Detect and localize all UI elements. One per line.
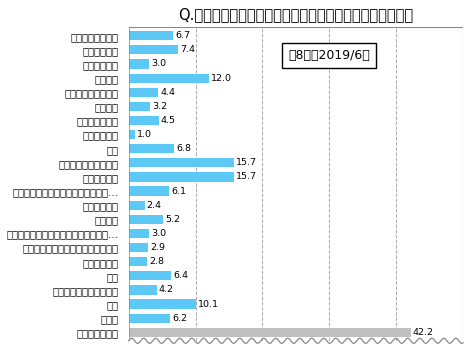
Bar (129, 31, 173, 40)
Text: 6.1: 6.1 (172, 187, 187, 196)
Bar (129, 201, 145, 210)
Text: 7.4: 7.4 (180, 46, 195, 54)
Bar (129, 215, 164, 224)
Bar (129, 328, 411, 337)
Text: 2.8: 2.8 (149, 257, 164, 266)
Text: 1.0: 1.0 (137, 130, 152, 139)
Bar (129, 300, 196, 309)
Text: 3.0: 3.0 (151, 60, 166, 69)
Bar (129, 102, 150, 111)
Bar (129, 229, 149, 238)
Text: 4.4: 4.4 (160, 88, 175, 97)
Text: 15.7: 15.7 (235, 158, 257, 167)
Bar (129, 88, 158, 97)
Bar (129, 173, 234, 182)
Bar (129, 158, 234, 167)
Text: 2.4: 2.4 (147, 201, 162, 210)
Text: 4.5: 4.5 (161, 116, 176, 125)
Bar (129, 116, 159, 125)
Text: 6.2: 6.2 (172, 314, 187, 323)
Bar (129, 187, 170, 196)
Text: 第8回（2019/6）: 第8回（2019/6） (289, 49, 370, 62)
Title: Q.今年のゴールデンウィーク、どこかに出かけましたか？: Q.今年のゴールデンウィーク、どこかに出かけましたか？ (178, 7, 414, 22)
Bar (129, 243, 148, 252)
Text: 42.2: 42.2 (413, 328, 434, 337)
Text: 6.7: 6.7 (175, 31, 190, 40)
Text: 4.2: 4.2 (159, 286, 174, 294)
Bar (129, 257, 148, 266)
Bar (129, 271, 172, 280)
Bar (129, 314, 170, 323)
Text: 12.0: 12.0 (211, 74, 232, 83)
Bar (129, 285, 157, 295)
Bar (129, 144, 174, 153)
Text: 3.0: 3.0 (151, 229, 166, 238)
Text: 5.2: 5.2 (165, 215, 180, 224)
Text: 15.7: 15.7 (235, 173, 257, 181)
Bar (129, 74, 209, 83)
Text: 2.9: 2.9 (150, 243, 165, 252)
Text: 6.8: 6.8 (176, 144, 191, 153)
Bar (129, 130, 135, 139)
Bar (129, 45, 178, 55)
Text: 10.1: 10.1 (198, 300, 219, 309)
Text: 3.2: 3.2 (152, 102, 167, 111)
Text: 6.4: 6.4 (173, 271, 188, 280)
Bar (129, 60, 149, 69)
